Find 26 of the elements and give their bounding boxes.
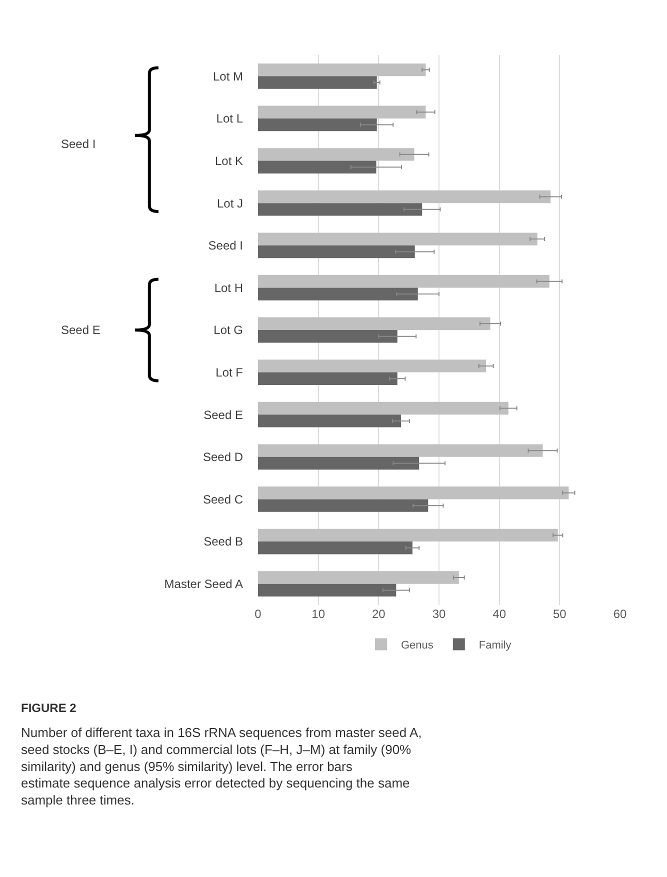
y-tick-label: Master Seed A <box>164 577 243 592</box>
y-tick-label: Seed C <box>202 492 244 506</box>
x-tick-label: 0 <box>254 607 262 621</box>
text: Seed I <box>61 137 96 151</box>
y-tick-label: Lot G <box>214 323 243 338</box>
x-tick-label: 10 <box>312 607 326 621</box>
y-tick-label: Seed I <box>208 238 243 253</box>
x-tick-label: 20 <box>372 607 386 621</box>
y-tick-label: Lot H <box>214 280 243 295</box>
y-tick-label: Seed B <box>204 534 243 549</box>
y-tick-label: Lot M <box>212 69 243 84</box>
y-tick-label: Lot K <box>214 154 243 168</box>
legend-label: Family <box>478 640 512 652</box>
x-tick-label: 40 <box>492 607 506 621</box>
x-tick-label: 30 <box>432 607 446 621</box>
x-tick-label: 50 <box>552 607 567 621</box>
y-tick-label: Lot J <box>216 196 243 210</box>
y-tick-label: Seed D <box>202 450 244 464</box>
x-tick-label: 60 <box>613 607 627 621</box>
legend-label: Genus <box>401 640 434 652</box>
text: Seed E <box>61 323 100 337</box>
y-tick-label: Lot L <box>216 112 244 126</box>
text: Number of different taxa in 16S rRNA sequences from master seed A, seed stocks (B–E, I) and commercial lots (F–H, J–M) at family (90% similarity) and genus (95% similarity) level. The error bars estimate sequence analysis error detected by sequencing the same sample three times. <box>21 725 422 808</box>
y-tick-label: Seed E <box>204 408 243 422</box>
caption: FIGURE 2 <box>21 701 77 715</box>
y-tick-label: Lot F <box>216 366 243 380</box>
